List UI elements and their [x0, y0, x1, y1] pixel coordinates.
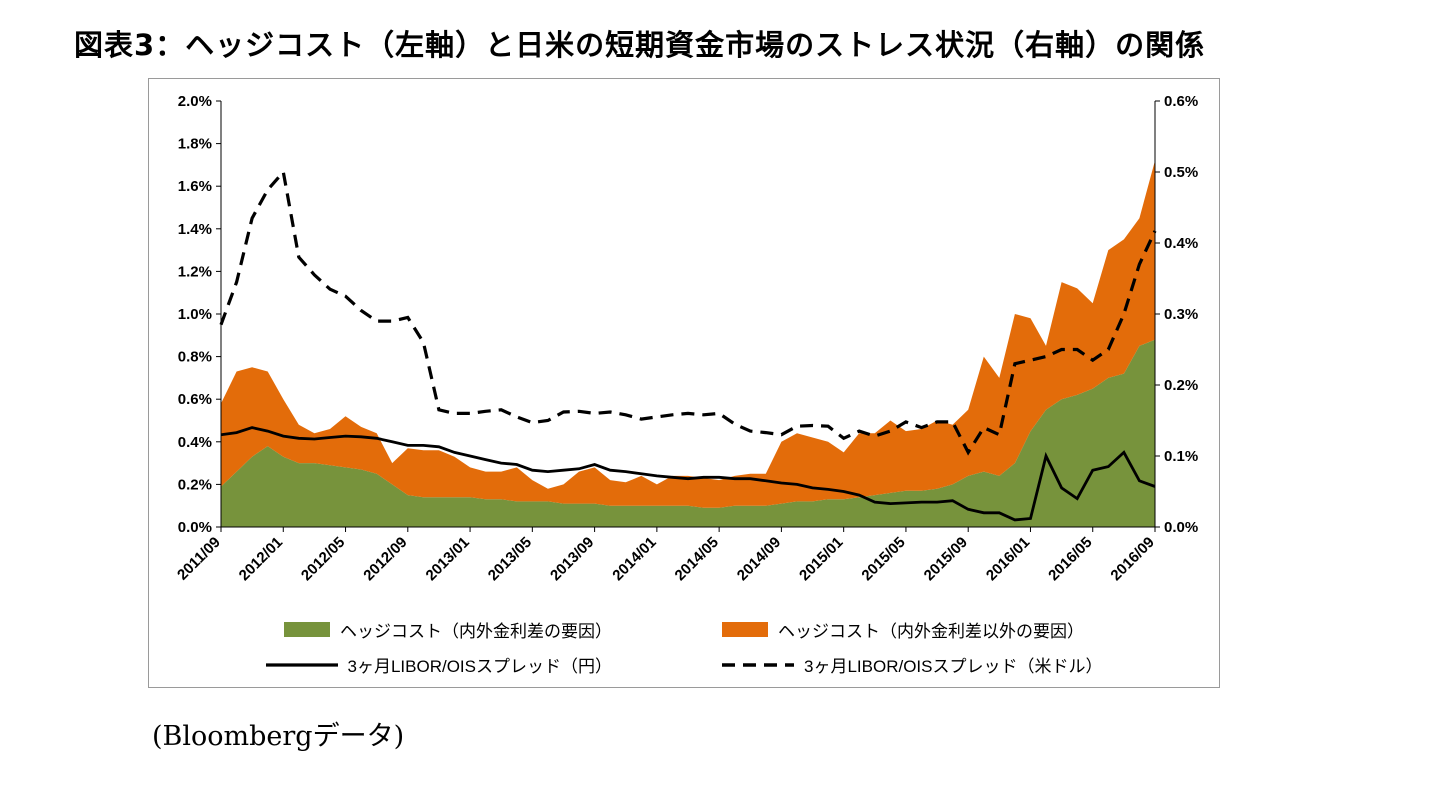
legend-item-hedge-rate-factor: ヘッジコスト（内外金利差の要因） [284, 617, 612, 642]
svg-text:2015/01: 2015/01 [796, 534, 846, 584]
svg-text:2013/09: 2013/09 [547, 534, 597, 584]
svg-text:0.5%: 0.5% [1164, 164, 1198, 181]
legend-item-jpy-libor-ois: 3ヶ月LIBOR/OISスプレッド（円） [265, 652, 612, 677]
svg-text:1.2%: 1.2% [178, 263, 212, 280]
source-note: (Bloombergデータ) [152, 721, 405, 752]
svg-text:2012/01: 2012/01 [236, 534, 286, 584]
green-area-swatch [284, 622, 330, 637]
svg-text:2011/09: 2011/09 [174, 534, 224, 584]
svg-text:0.6%: 0.6% [178, 391, 212, 408]
svg-text:2016/09: 2016/09 [1107, 534, 1157, 584]
svg-text:0.4%: 0.4% [178, 434, 212, 451]
orange-area [221, 160, 1155, 508]
svg-text:0.8%: 0.8% [178, 349, 212, 366]
legend-row-lines: 3ヶ月LIBOR/OISスプレッド（円） 3ヶ月LIBOR/OISスプレッド（米… [265, 652, 1102, 677]
svg-text:2014/01: 2014/01 [609, 534, 659, 584]
svg-text:0.1%: 0.1% [1164, 448, 1198, 465]
svg-text:2012/05: 2012/05 [298, 534, 348, 584]
svg-text:1.4%: 1.4% [178, 221, 212, 238]
usd-libor-ois-line [219, 168, 1157, 456]
page: 図表3：ヘッジコスト（左軸）と日米の短期資金市場のストレス状況（右軸）の関係 0… [74, 28, 1220, 752]
svg-text:1.0%: 1.0% [178, 306, 212, 323]
legend-label-hedge-rate-factor: ヘッジコスト（内外金利差の要因） [340, 622, 612, 641]
svg-text:2015/05: 2015/05 [858, 534, 908, 584]
svg-text:0.0%: 0.0% [1164, 519, 1198, 536]
svg-text:1.8%: 1.8% [178, 136, 212, 153]
svg-text:2016/05: 2016/05 [1045, 534, 1095, 584]
chart-container: 0.0% 0.2% 0.4% 0.6% 0.8% 1.0% 1.2% 1.4% 1.6% 1.8%… [148, 78, 1220, 688]
svg-text:2012/09: 2012/09 [360, 534, 410, 584]
svg-text:0.2%: 0.2% [178, 476, 212, 493]
svg-text:2013/05: 2013/05 [485, 534, 535, 584]
svg-text:0.4%: 0.4% [1164, 235, 1198, 252]
chart-svg: 0.0% 0.2% 0.4% 0.6% 0.8% 1.0% 1.2% 1.4% 1.6% 1.8%… [174, 93, 1198, 584]
jpy-libor-ois-line [220, 426, 1156, 522]
orange-area-swatch [722, 622, 768, 637]
solid-line-sample-icon [265, 662, 338, 667]
chart-legend: ヘッジコスト（内外金利差の要因） ヘッジコスト（内外金利差以外の要因） 3ヶ月L… [149, 617, 1219, 677]
svg-text:0.6%: 0.6% [1164, 93, 1198, 110]
legend-label-usd-libor-ois: 3ヶ月LIBOR/OISスプレッド（米ドル） [804, 657, 1103, 676]
svg-text:2014/05: 2014/05 [672, 534, 722, 584]
svg-text:2015/09: 2015/09 [921, 534, 971, 584]
svg-text:2013/01: 2013/01 [423, 534, 473, 584]
svg-text:0.3%: 0.3% [1164, 306, 1198, 323]
svg-text:2014/09: 2014/09 [734, 534, 784, 584]
legend-item-hedge-other-factor: ヘッジコスト（内外金利差以外の要因） [722, 617, 1084, 642]
svg-text:2016/01: 2016/01 [983, 534, 1033, 584]
legend-row-areas: ヘッジコスト（内外金利差の要因） ヘッジコスト（内外金利差以外の要因） [284, 617, 1084, 642]
page-title: 図表3：ヘッジコスト（左軸）と日米の短期資金市場のストレス状況（右軸）の関係 [74, 28, 1206, 62]
legend-label-hedge-other-factor: ヘッジコスト（内外金利差以外の要因） [778, 622, 1084, 641]
green-area [221, 339, 1155, 527]
svg-text:2.0%: 2.0% [178, 93, 212, 110]
legend-label-jpy-libor-ois: 3ヶ月LIBOR/OISスプレッド（円） [347, 657, 612, 676]
svg-text:0.0%: 0.0% [178, 519, 212, 536]
svg-text:1.6%: 1.6% [178, 178, 212, 195]
legend-item-usd-libor-ois: 3ヶ月LIBOR/OISスプレッド（米ドル） [722, 652, 1102, 677]
svg-text:0.2%: 0.2% [1164, 377, 1198, 394]
dashed-line-sample-icon [722, 662, 794, 667]
